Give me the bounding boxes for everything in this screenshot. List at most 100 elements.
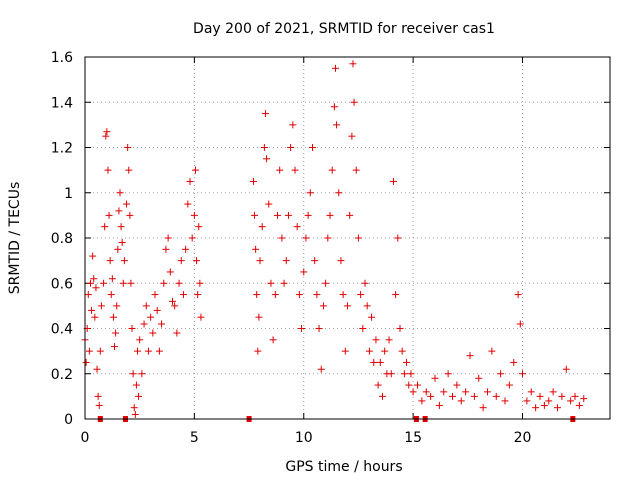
data-point [103,128,111,136]
data-point [254,347,262,355]
data-point [138,370,146,378]
data-point [106,257,114,265]
data-point [346,211,354,219]
data-point [102,132,110,140]
data-point [287,144,295,151]
x-axis-label: GPS time / hours [285,459,402,475]
data-point [374,381,382,389]
data-point [381,347,389,355]
data-point [379,392,386,400]
data-point [400,370,408,378]
data-point [328,166,336,174]
data-point [255,313,263,321]
data-point [407,370,415,378]
data-point [540,401,548,409]
x-tick-label: 20 [514,430,532,446]
data-point [252,245,260,253]
data-point [88,306,96,314]
data-point [155,347,163,355]
data-point [276,166,284,174]
data-point [123,200,131,208]
data-point [175,279,183,287]
data-point [119,279,127,287]
data-point [319,302,327,310]
data-point [344,302,351,310]
data-point [166,268,174,276]
data-point [354,234,362,242]
data-point [89,252,97,260]
data-point [330,103,338,111]
data-point [562,365,570,373]
data-point [462,388,470,396]
data-point [409,388,417,396]
data-point [100,279,108,287]
data-point [256,257,264,265]
data-point [162,245,170,253]
data-point [514,291,522,299]
data-point [112,329,120,337]
data-point [115,207,123,215]
data-point [306,189,314,197]
data-point [101,223,109,231]
data-point [567,397,575,405]
x-tick-label: 10 [295,430,313,446]
data-point [549,388,557,396]
y-tick-label: 0 [64,412,73,428]
data-point [104,166,112,174]
y-tick-label: 0.8 [51,231,73,247]
data-point [357,291,365,299]
data-point [385,336,393,344]
data-point [125,166,133,174]
data-point [440,388,448,396]
data-point [492,392,500,400]
data-point [134,347,141,355]
data-point [195,223,203,231]
data-point [249,177,257,185]
data-point [182,245,190,253]
data-point [484,388,491,396]
data-point [368,313,376,321]
data-point [274,211,281,219]
y-tick-label: 1.2 [51,141,73,157]
data-point [196,279,204,287]
data-point [575,401,583,409]
data-point [317,365,325,373]
data-point [184,200,192,208]
data-point [523,397,531,405]
data-point [422,388,430,396]
data-point [93,365,101,373]
data-point [120,257,128,265]
data-point [414,381,421,389]
data-point [322,279,330,287]
data-point [376,358,384,366]
data-point [435,401,443,409]
data-point [82,358,90,366]
data-point [117,223,125,231]
data-point [331,64,339,72]
data-point [315,325,323,332]
data-point [293,223,301,231]
data-point [449,392,456,400]
data-point [131,410,139,418]
data-point [124,144,132,151]
data-point [300,268,308,276]
data-point [126,211,134,219]
data-point [130,404,138,412]
data-point [177,257,185,265]
data-point [359,325,367,332]
data-point [519,370,526,378]
data-point [398,347,406,355]
data-point [405,381,413,389]
data-point [194,291,202,299]
data-point [108,275,116,283]
data-point [339,291,347,299]
y-tick-label: 0.4 [51,322,73,338]
data-point [363,302,371,310]
data-point [118,239,126,247]
data-point [151,291,159,299]
data-point [580,395,588,403]
data-point [349,60,357,68]
data-point [558,392,566,400]
data-point [113,302,121,310]
data-point [265,200,273,208]
